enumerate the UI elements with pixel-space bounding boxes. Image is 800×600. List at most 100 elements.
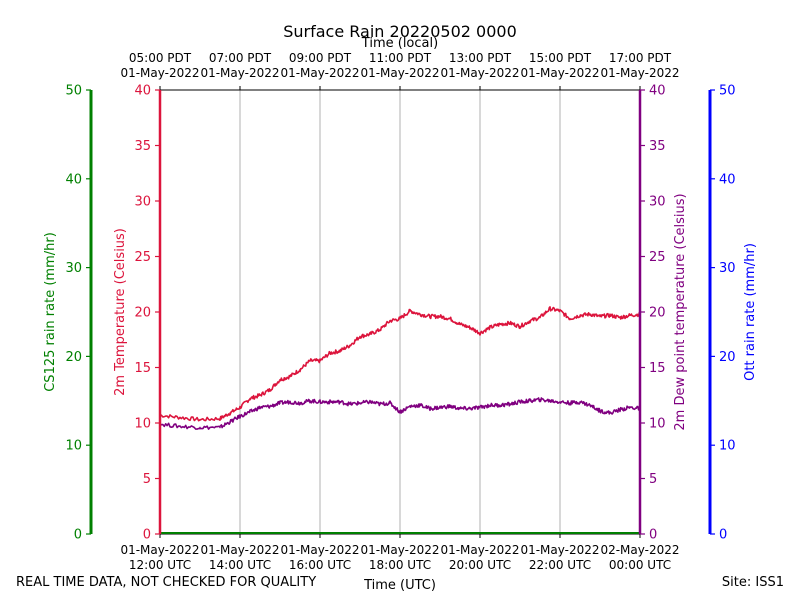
temperature-series-point [309, 360, 311, 362]
temperature-series-point [179, 416, 181, 419]
top-tick-time: 15:00 PDT [529, 51, 592, 65]
temperature-tick-label: 40 [134, 84, 151, 99]
dewpoint-series-point [239, 415, 241, 418]
top-tick-time: 05:00 PDT [129, 51, 192, 65]
temperature-series-point [589, 313, 591, 316]
dewpoint-series-point [619, 408, 621, 411]
temperature-series-point [279, 378, 281, 381]
top-tick-time: 13:00 PDT [449, 51, 512, 65]
cs125-tick-label: 10 [65, 439, 82, 454]
x-tick-date: 01-May-2022 [200, 543, 279, 557]
dewpoint-series-point [519, 401, 521, 403]
dewpoint-series-point [509, 403, 511, 405]
series-layer [159, 306, 641, 534]
temperature-series-point [529, 320, 531, 322]
cs125-axis-label: CS125 rain rate (mm/hr) [43, 232, 58, 392]
dewpoint-series-point [329, 401, 331, 403]
dewpoint-series-point [269, 405, 271, 408]
dewpoint-series-point [529, 400, 531, 402]
temperature-series-point [349, 344, 351, 347]
ott-axis-label: Ott rain rate (mm/hr) [743, 243, 758, 381]
temperature-tick-label: 15 [134, 361, 151, 376]
x-tick-time: 12:00 UTC [129, 558, 191, 572]
x-tick-time: 00:00 UTC [609, 558, 671, 572]
dewpoint-tick-label: 25 [649, 250, 666, 265]
dewpoint-series-point [549, 400, 551, 402]
temperature-series-point [229, 412, 231, 414]
chart-title: Surface Rain 20220502 0000 [283, 22, 517, 41]
x-tick-date: 01-May-2022 [440, 543, 519, 557]
temperature-series-point [289, 375, 291, 378]
dewpoint-series-point [629, 406, 631, 409]
temperature-series-point [479, 332, 481, 334]
dewpoint-series-point [309, 400, 311, 402]
x-tick-date: 01-May-2022 [280, 543, 359, 557]
x-tick-time: 22:00 UTC [529, 558, 591, 572]
temperature-axis-label: 2m Temperature (Celsius) [113, 228, 128, 396]
dewpoint-series-point [609, 412, 611, 414]
dewpoint-series-point [359, 402, 361, 404]
temperature-series-point [599, 315, 601, 318]
dewpoint-series-point [559, 401, 561, 403]
x-tick-date: 01-May-2022 [520, 543, 599, 557]
dewpoint-series-point [569, 402, 571, 404]
cs125-tick-label: 50 [65, 84, 82, 99]
temperature-series-point [489, 326, 491, 329]
dewpoint-tick-label: 35 [649, 139, 666, 154]
temperature-series-point [509, 322, 511, 324]
temperature-series-point [449, 317, 451, 320]
temperature-series-point [399, 317, 401, 320]
quality-note: REAL TIME DATA, NOT CHECKED FOR QUALITY [16, 575, 317, 590]
x-tick-date: 02-May-2022 [600, 543, 679, 557]
temperature-series-point [199, 418, 201, 421]
dewpoint-series-point [199, 426, 201, 429]
temperature-series-point [549, 307, 551, 310]
dewpoint-series [159, 397, 641, 430]
temperature-series-point [539, 316, 541, 319]
top-tick-time: 17:00 PDT [609, 51, 672, 65]
top-tick-date: 01-May-2022 [200, 66, 279, 80]
dewpoint-tick-label: 40 [649, 84, 666, 99]
dewpoint-series-point [259, 406, 261, 409]
temperature-series-point [319, 360, 321, 362]
dewpoint-tick-label: 30 [649, 195, 666, 210]
ott-tick-label: 40 [719, 172, 736, 187]
dewpoint-series-point [219, 426, 221, 429]
dewpoint-series-point [369, 401, 371, 403]
dewpoint-series-point [279, 402, 281, 404]
top-tick-date: 01-May-2022 [360, 66, 439, 80]
top-tick-date: 01-May-2022 [440, 66, 519, 80]
temperature-series-point [339, 350, 341, 352]
ott-tick-label: 20 [719, 350, 736, 365]
temperature-series-point [619, 316, 621, 319]
dewpoint-series-point [599, 409, 601, 412]
temperature-series-point [369, 333, 371, 336]
dewpoint-tick-label: 15 [649, 361, 666, 376]
x-tick-date: 01-May-2022 [120, 543, 199, 557]
cs125-tick-label: 20 [65, 350, 82, 365]
dewpoint-tick-label: 10 [649, 417, 666, 432]
cs125-tick-label: 40 [65, 172, 82, 187]
dewpoint-series-point [289, 401, 291, 403]
temperature-series-point [359, 335, 361, 338]
cs125-axis: 0 10 20 30 40 50 [65, 84, 93, 543]
top-tick-date: 01-May-2022 [280, 66, 359, 80]
x-tick-time: 18:00 UTC [369, 558, 431, 572]
top-tick-time: 09:00 PDT [289, 51, 352, 65]
dewpoint-series-point [409, 405, 411, 408]
top-tick-time: 11:00 PDT [369, 51, 432, 65]
dewpoint-axis: 0 5 10 15 20 25 30 35 40 [638, 84, 666, 543]
temperature-series-point [439, 315, 441, 318]
bottom-axis-title: Time (UTC) [363, 578, 436, 593]
temperature-series-point [519, 325, 521, 328]
gridlines [239, 90, 561, 534]
dewpoint-series-point [479, 406, 481, 409]
temperature-tick-label: 30 [134, 195, 151, 210]
dewpoint-tick-label: 5 [649, 472, 657, 487]
dewpoint-series-point [469, 407, 471, 410]
ott-tick-label: 10 [719, 439, 736, 454]
temperature-series-point [379, 328, 381, 331]
temperature-series-point [569, 317, 571, 320]
